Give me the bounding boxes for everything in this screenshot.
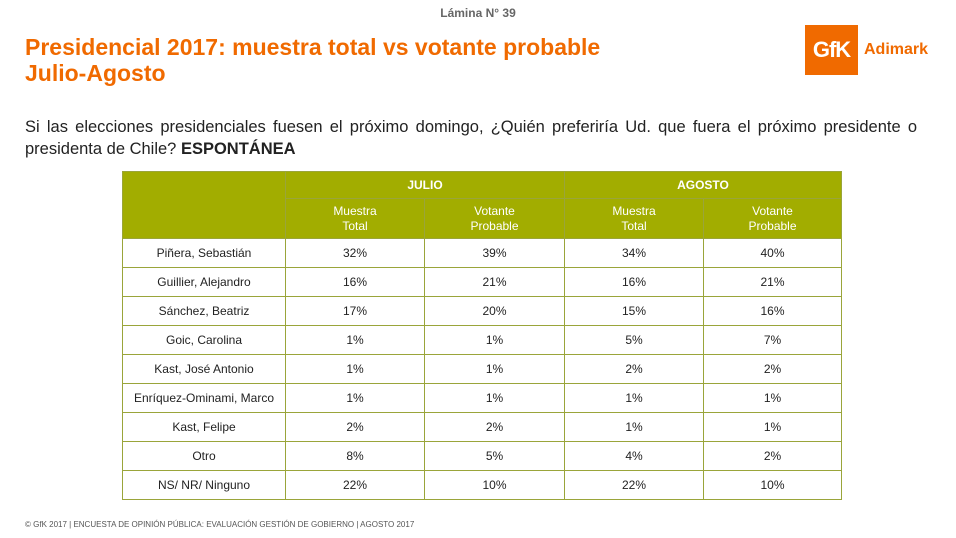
- percentage-cell: 1%: [564, 412, 704, 442]
- title-line-2: Julio-Agosto: [25, 60, 166, 86]
- candidate-header-cell: [122, 171, 286, 239]
- table-row: NS/ NR/ Ninguno 22% 10% 22% 10%: [122, 470, 842, 500]
- table-row: Kast, José Antonio 1% 1% 2% 2%: [122, 354, 842, 384]
- candidate-name-cell: Piñera, Sebastián: [122, 238, 286, 268]
- adimark-logo-text: Adimark: [864, 41, 929, 58]
- percentage-cell: 2%: [424, 412, 565, 442]
- percentage-cell: 5%: [424, 441, 565, 471]
- percentage-cell: 2%: [564, 354, 704, 384]
- percentage-cell: 16%: [564, 267, 704, 297]
- percentage-cell: 17%: [285, 296, 425, 326]
- table-body: Piñera, Sebastián 32% 39% 34% 40% Guillier, A…: [122, 238, 842, 500]
- candidate-name-cell: Sánchez, Beatriz: [122, 296, 286, 326]
- percentage-cell: 5%: [564, 325, 704, 355]
- candidate-name-cell: Enríquez-Ominami, Marco: [122, 383, 286, 413]
- percentage-cell: 1%: [424, 383, 565, 413]
- percentage-cell: 7%: [703, 325, 842, 355]
- percentage-cell: 2%: [703, 354, 842, 384]
- percentage-cell: 15%: [564, 296, 704, 326]
- subheader-julio-votante-probable: Votante Probable: [424, 198, 565, 239]
- subheader-line: Muestra: [612, 203, 656, 218]
- percentage-cell: 22%: [285, 470, 425, 500]
- subheader-line: Total: [621, 218, 647, 233]
- percentage-cell: 1%: [564, 383, 704, 413]
- percentage-cell: 1%: [285, 354, 425, 384]
- subheader-line: Probable: [748, 218, 797, 233]
- subheader-agosto-muestra-total: Muestra Total: [564, 198, 704, 239]
- candidate-name-cell: Goic, Carolina: [122, 325, 286, 355]
- candidate-name-cell: Otro: [122, 441, 286, 471]
- percentage-cell: 16%: [285, 267, 425, 297]
- subheader-julio-muestra-total: Muestra Total: [285, 198, 425, 239]
- gfk-logo-mark: GfK: [805, 25, 858, 75]
- percentage-cell: 2%: [285, 412, 425, 442]
- percentage-cell: 21%: [424, 267, 565, 297]
- percentage-cell: 1%: [424, 325, 565, 355]
- table-row: Otro 8% 5% 4% 2%: [122, 441, 842, 471]
- table-group-header-row: JULIO AGOSTO: [122, 171, 842, 239]
- percentage-cell: 2%: [703, 441, 842, 471]
- survey-question: Si las elecciones presidenciales fuesen …: [25, 116, 917, 160]
- percentage-cell: 4%: [564, 441, 704, 471]
- subheader-line: Total: [342, 218, 368, 233]
- candidate-name-cell: NS/ NR/ Ninguno: [122, 470, 286, 500]
- percentage-cell: 10%: [703, 470, 842, 500]
- slide-number: Lámina N° 39: [440, 6, 516, 20]
- subheader-agosto-votante-probable: Votante Probable: [703, 198, 842, 239]
- table-row: Enríquez-Ominami, Marco 1% 1% 1% 1%: [122, 383, 842, 413]
- percentage-cell: 34%: [564, 238, 704, 268]
- percentage-cell: 1%: [285, 325, 425, 355]
- table-row: Guillier, Alejandro 16% 21% 16% 21%: [122, 267, 842, 297]
- percentage-cell: 40%: [703, 238, 842, 268]
- gfk-adimark-logo: GfK Adimark: [805, 25, 928, 75]
- table-row: Sánchez, Beatriz 17% 20% 15% 16%: [122, 296, 842, 326]
- percentage-cell: 22%: [564, 470, 704, 500]
- question-text: Si las elecciones presidenciales fuesen …: [25, 118, 917, 158]
- table-row: Kast, Felipe 2% 2% 1% 1%: [122, 412, 842, 442]
- candidate-name-cell: Kast, Felipe: [122, 412, 286, 442]
- percentage-cell: 10%: [424, 470, 565, 500]
- table-subheader-row: Muestra Total Votante Probable Muestra T…: [123, 198, 842, 239]
- title-line-1: Presidencial 2017: muestra total vs vota…: [25, 34, 601, 60]
- percentage-cell: 21%: [703, 267, 842, 297]
- table-row: Piñera, Sebastián 32% 39% 34% 40%: [122, 238, 842, 268]
- subheader-line: Votante: [752, 203, 793, 218]
- percentage-cell: 32%: [285, 238, 425, 268]
- results-table: JULIO AGOSTO Muestra Total Votante Proba…: [122, 171, 842, 500]
- percentage-cell: 1%: [424, 354, 565, 384]
- percentage-cell: 8%: [285, 441, 425, 471]
- question-emphasis: ESPONTÁNEA: [180, 140, 296, 158]
- candidate-name-cell: Guillier, Alejandro: [122, 267, 286, 297]
- percentage-cell: 39%: [424, 238, 565, 268]
- candidate-name-cell: Kast, José Antonio: [122, 354, 286, 384]
- page-title: Presidencial 2017: muestra total vs vota…: [25, 34, 600, 86]
- group-header-julio: JULIO: [285, 171, 565, 199]
- percentage-cell: 20%: [424, 296, 565, 326]
- subheader-line: Probable: [470, 218, 519, 233]
- percentage-cell: 1%: [703, 412, 842, 442]
- percentage-cell: 1%: [285, 383, 425, 413]
- footer-copyright: © GfK 2017 | ENCUESTA DE OPINIÓN PÚBLICA…: [25, 520, 415, 529]
- table-row: Goic, Carolina 1% 1% 5% 7%: [122, 325, 842, 355]
- group-header-agosto: AGOSTO: [564, 171, 842, 199]
- subheader-line: Votante: [474, 203, 515, 218]
- percentage-cell: 16%: [703, 296, 842, 326]
- percentage-cell: 1%: [703, 383, 842, 413]
- subheader-line: Muestra: [333, 203, 377, 218]
